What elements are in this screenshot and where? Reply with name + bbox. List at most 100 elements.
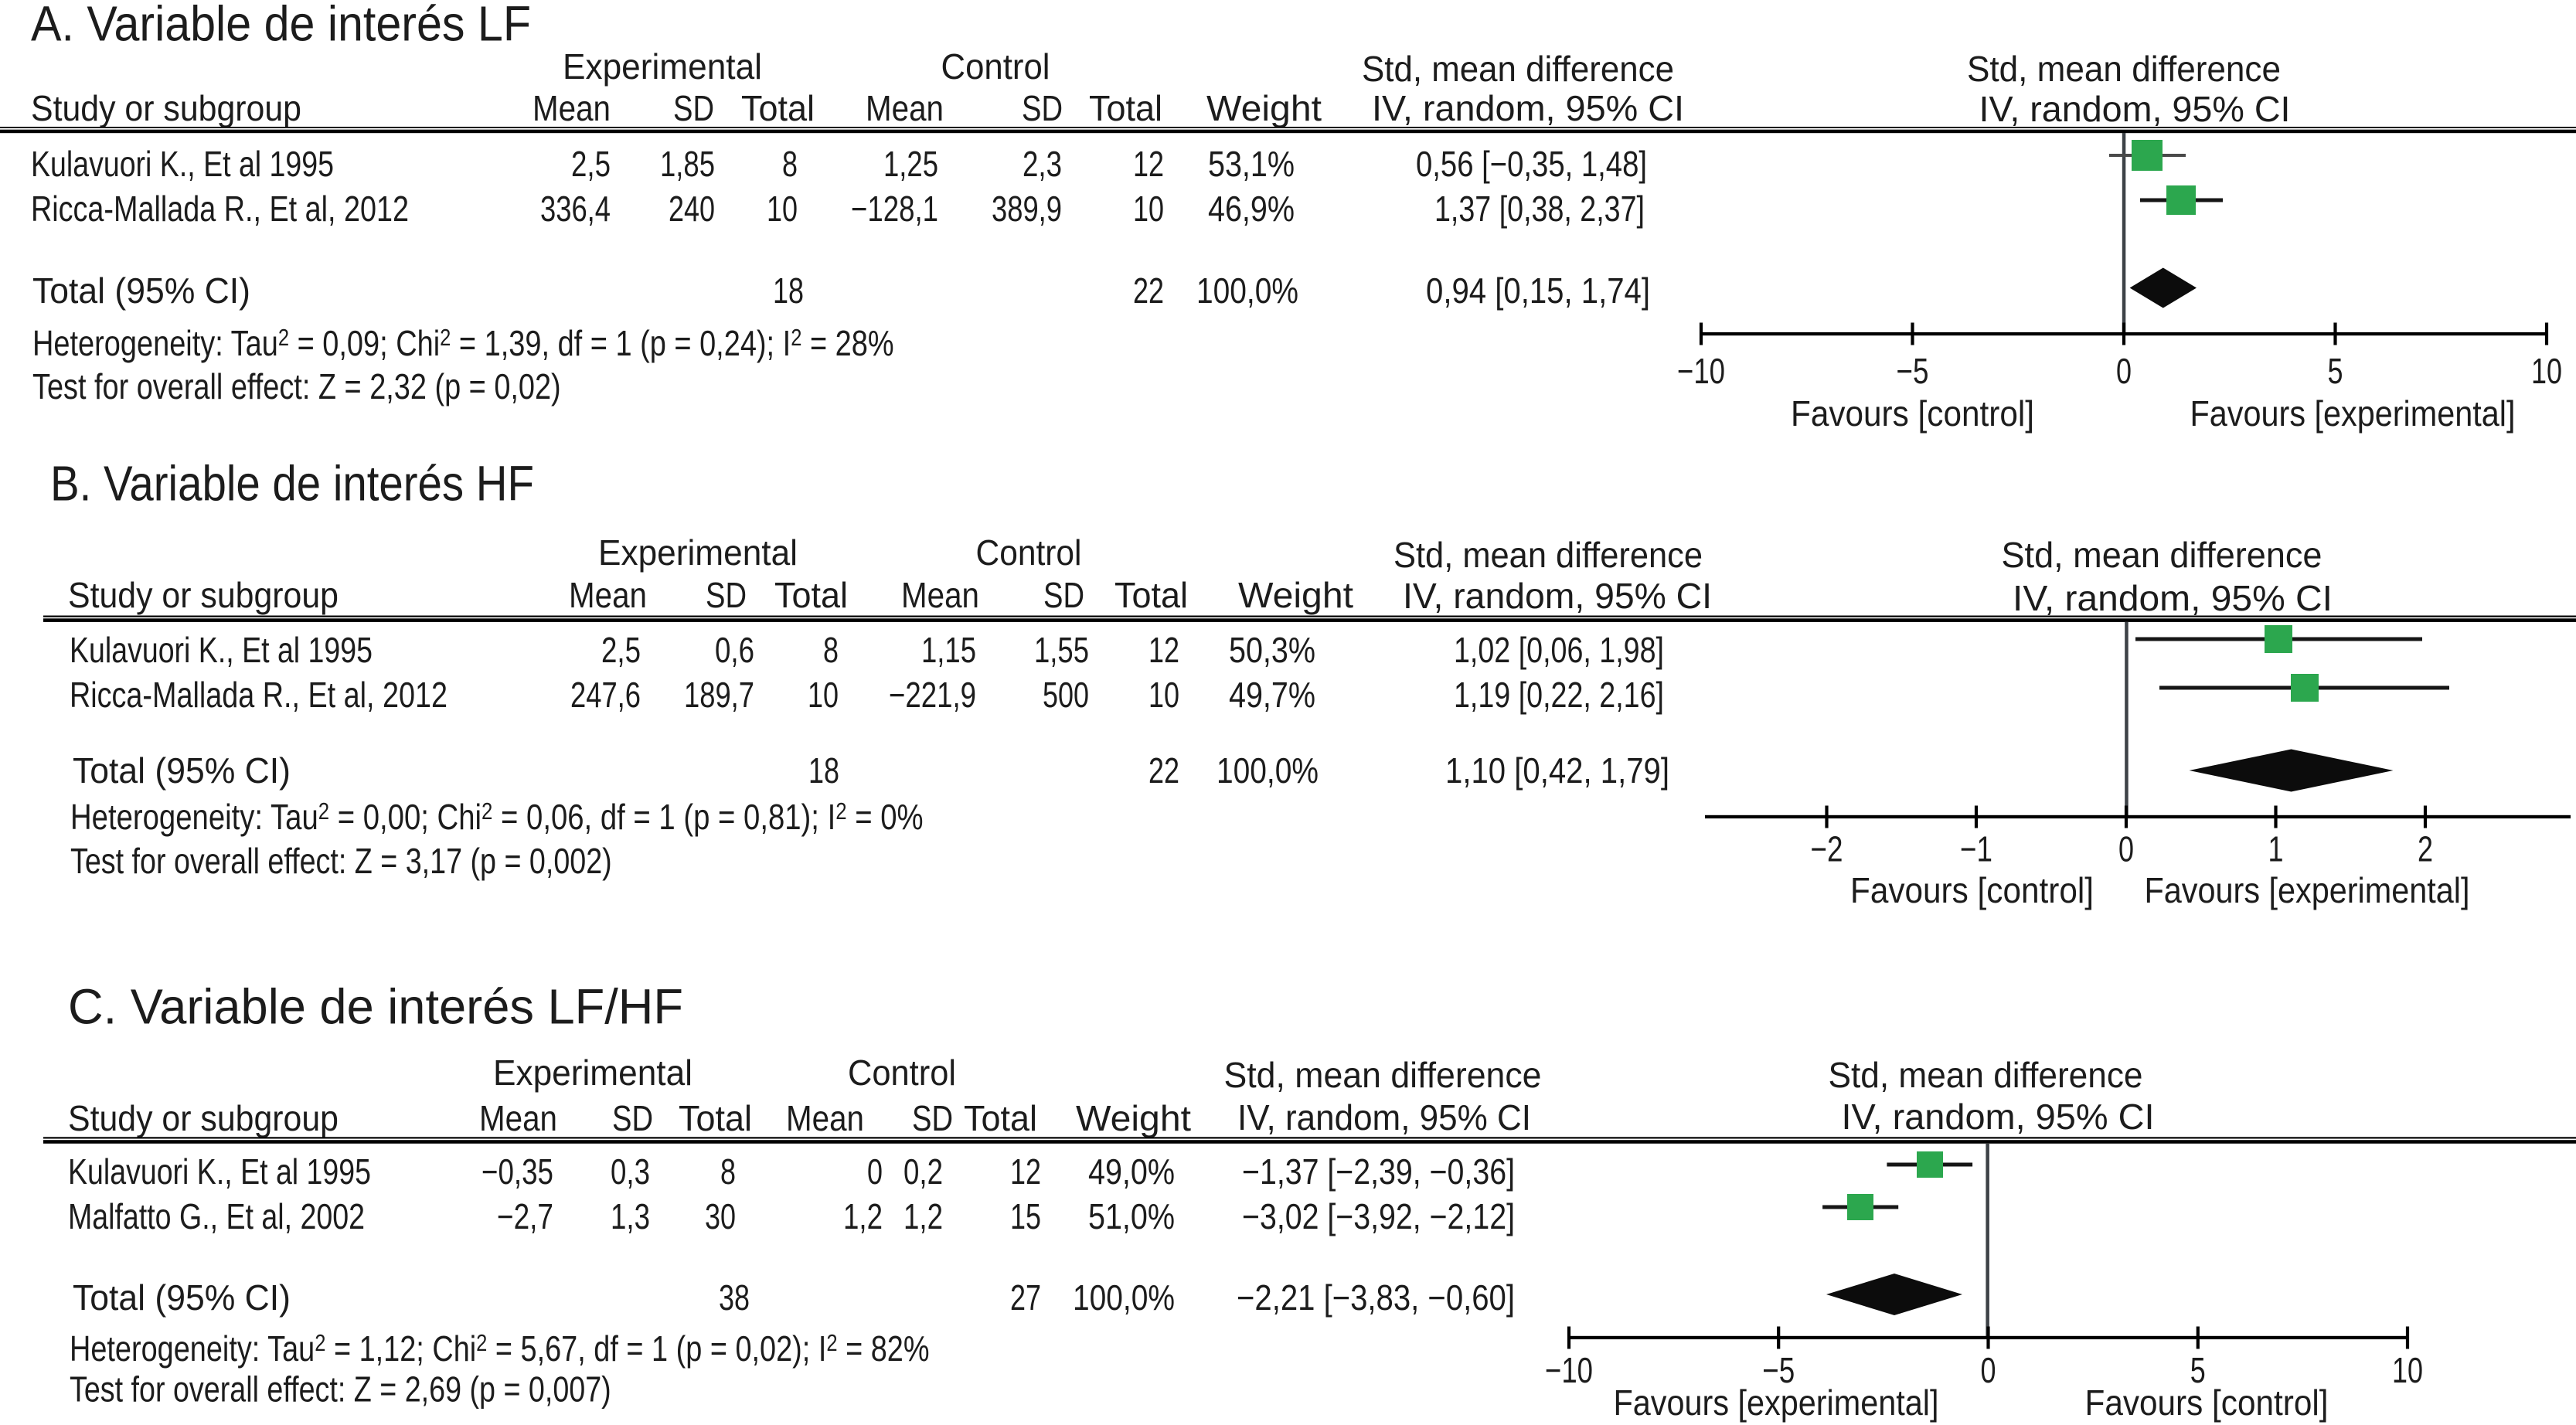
svg-text:Std, mean difference: Std, mean difference (1829, 1055, 2143, 1095)
svg-text:Std, mean difference: Std, mean difference (1224, 1055, 1542, 1095)
svg-text:SD: SD (706, 575, 747, 615)
svg-text:15: 15 (1010, 1196, 1041, 1236)
svg-text:IV, random, 95% CI: IV, random, 95% CI (1372, 88, 1684, 128)
svg-text:−5: −5 (1762, 1350, 1795, 1390)
svg-text:Test for overall effect: Z = 2: Test for overall effect: Z = 2,69 (p = 0… (70, 1369, 611, 1409)
svg-text:Kulavuori K., Et al 1995: Kulavuori K., Et al 1995 (70, 630, 373, 670)
svg-text:Total: Total (1089, 88, 1162, 128)
svg-text:22: 22 (1148, 750, 1179, 791)
svg-text:Kulavuori K., Et al 1995: Kulavuori K., Et al 1995 (31, 144, 334, 184)
svg-text:12: 12 (1148, 630, 1179, 670)
svg-text:1,15: 1,15 (921, 630, 976, 670)
svg-text:1,55: 1,55 (1034, 630, 1089, 670)
svg-text:Total: Total (679, 1098, 752, 1138)
svg-text:0: 0 (867, 1151, 883, 1192)
svg-text:SD: SD (1022, 88, 1063, 128)
svg-text:1,3: 1,3 (611, 1196, 650, 1236)
svg-text:Std, mean difference: Std, mean difference (1362, 49, 1674, 89)
svg-text:IV, random, 95% CI: IV, random, 95% CI (1237, 1097, 1531, 1138)
svg-text:−3,02 [−3,92, −2,12]: −3,02 [−3,92, −2,12] (1242, 1196, 1515, 1236)
svg-text:Favours [control]: Favours [control] (1791, 393, 2034, 434)
svg-text:−221,9: −221,9 (889, 675, 976, 715)
svg-text:Malfatto G., Et al, 2002: Malfatto G., Et al, 2002 (68, 1196, 365, 1236)
svg-text:IV, random, 95% CI: IV, random, 95% CI (2013, 578, 2333, 618)
svg-text:Std, mean difference: Std, mean difference (2002, 535, 2322, 575)
svg-text:12: 12 (1133, 144, 1164, 184)
svg-text:Mean: Mean (533, 88, 611, 128)
svg-text:1: 1 (2268, 829, 2284, 869)
svg-text:−128,1: −128,1 (851, 189, 938, 229)
svg-text:1,37 [0,38, 2,37]: 1,37 [0,38, 2,37] (1434, 189, 1645, 229)
svg-text:SD: SD (673, 88, 714, 128)
svg-text:22: 22 (1133, 270, 1164, 311)
svg-text:Heterogeneity: Tau2 = 1,12; Ch: Heterogeneity: Tau2 = 1,12; Chi2 = 5,67,… (70, 1329, 930, 1369)
svg-text:1,2: 1,2 (903, 1196, 943, 1236)
svg-text:38: 38 (719, 1277, 750, 1318)
svg-text:Mean: Mean (901, 575, 979, 615)
svg-text:1,25: 1,25 (883, 144, 938, 184)
svg-text:10: 10 (808, 675, 839, 715)
svg-text:1,85: 1,85 (660, 144, 715, 184)
svg-text:−2,21 [−3,83, −0,60]: −2,21 [−3,83, −0,60] (1237, 1277, 1515, 1318)
svg-text:100,0%: 100,0% (1217, 750, 1319, 791)
svg-text:Control: Control (848, 1053, 956, 1093)
svg-text:Weight: Weight (1206, 88, 1322, 128)
svg-text:Total: Total (774, 575, 848, 615)
svg-text:10: 10 (767, 189, 798, 229)
svg-text:189,7: 189,7 (684, 675, 754, 715)
svg-text:SD: SD (1043, 575, 1084, 615)
svg-text:SD: SD (912, 1098, 953, 1138)
svg-text:C. Variable de interés LF/HF: C. Variable de interés LF/HF (68, 978, 683, 1034)
svg-text:Mean: Mean (479, 1098, 557, 1138)
svg-text:Study or subgroup: Study or subgroup (68, 575, 339, 615)
svg-text:2,5: 2,5 (571, 144, 611, 184)
svg-text:Total: Total (1114, 575, 1188, 615)
svg-text:10: 10 (2392, 1350, 2423, 1390)
svg-text:18: 18 (808, 750, 839, 791)
svg-text:Control: Control (941, 46, 1050, 87)
svg-text:18: 18 (773, 270, 804, 311)
svg-text:Total (95% CI): Total (95% CI) (32, 270, 250, 311)
svg-text:8: 8 (782, 144, 798, 184)
svg-text:Favours [experimental]: Favours [experimental] (2190, 393, 2516, 434)
svg-text:1,10 [0,42, 1,79]: 1,10 [0,42, 1,79] (1445, 750, 1669, 791)
svg-text:Mean: Mean (569, 575, 647, 615)
svg-text:Experimental: Experimental (493, 1053, 692, 1093)
svg-text:IV, random, 95% CI: IV, random, 95% CI (1979, 89, 2291, 129)
svg-text:1,02 [0,06, 1,98]: 1,02 [0,06, 1,98] (1454, 630, 1664, 670)
svg-text:Mean: Mean (866, 88, 944, 128)
svg-text:46,9%: 46,9% (1208, 189, 1295, 229)
svg-text:−2: −2 (1811, 829, 1843, 869)
svg-text:2,3: 2,3 (1023, 144, 1062, 184)
svg-text:−10: −10 (1677, 351, 1725, 391)
svg-text:Mean: Mean (786, 1098, 864, 1138)
svg-text:0,2: 0,2 (903, 1151, 943, 1192)
svg-text:51,0%: 51,0% (1088, 1196, 1175, 1236)
svg-text:Std, mean difference: Std, mean difference (1393, 535, 1703, 575)
svg-text:Favours [experimental]: Favours [experimental] (1614, 1382, 1939, 1423)
svg-text:Test for overall effect: Z = 3: Test for overall effect: Z = 3,17 (p = 0… (70, 841, 612, 880)
svg-text:1,2: 1,2 (843, 1196, 883, 1236)
svg-text:A. Variable de interés LF: A. Variable de interés LF (31, 0, 531, 52)
svg-text:B. Variable de interés HF: B. Variable de interés HF (50, 456, 534, 512)
svg-text:Total (95% CI): Total (95% CI) (73, 1277, 291, 1318)
svg-text:Heterogeneity: Tau2 = 0,00; Ch: Heterogeneity: Tau2 = 0,00; Chi2 = 0,06,… (70, 798, 924, 837)
svg-text:Favours [control]: Favours [control] (2085, 1382, 2329, 1423)
svg-text:0: 0 (2116, 351, 2132, 391)
svg-text:2,5: 2,5 (601, 630, 641, 670)
svg-text:100,0%: 100,0% (1073, 1277, 1175, 1318)
svg-text:30: 30 (705, 1196, 736, 1236)
svg-text:Kulavuori K., Et al 1995: Kulavuori K., Et al 1995 (68, 1151, 371, 1192)
svg-text:8: 8 (823, 630, 839, 670)
svg-text:Experimental: Experimental (598, 532, 798, 573)
svg-text:0: 0 (2118, 829, 2134, 869)
svg-text:0,3: 0,3 (611, 1151, 650, 1192)
svg-text:−1: −1 (1960, 829, 1992, 869)
svg-text:50,3%: 50,3% (1229, 630, 1315, 670)
svg-text:12: 12 (1010, 1151, 1041, 1192)
svg-text:Weight: Weight (1076, 1098, 1191, 1138)
svg-text:389,9: 389,9 (992, 189, 1062, 229)
svg-text:0,56 [−0,35, 1,48]: 0,56 [−0,35, 1,48] (1416, 144, 1647, 184)
svg-text:Study or subgroup: Study or subgroup (31, 88, 301, 128)
svg-text:5: 5 (2328, 351, 2343, 391)
